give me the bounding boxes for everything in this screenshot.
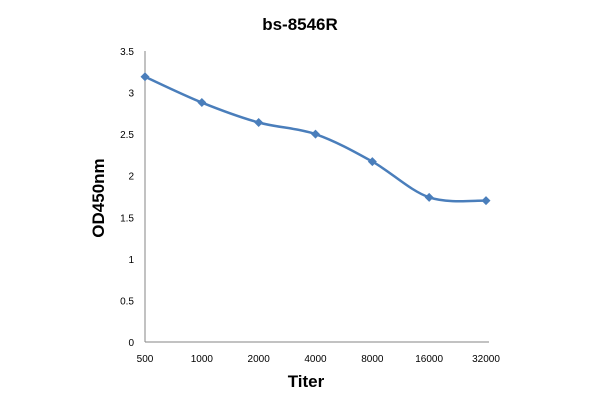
y-tick-label: 2.5 (120, 130, 134, 141)
data-point-marker (424, 192, 434, 202)
chart-title: bs-8546R (262, 15, 338, 34)
x-tick-label: 8000 (361, 354, 384, 365)
x-tick-label: 32000 (472, 354, 500, 365)
y-tick-label: 1.5 (120, 213, 134, 224)
y-tick-label: 3.5 (120, 47, 134, 58)
data-point-marker (140, 72, 150, 82)
data-point-marker (254, 118, 264, 128)
y-tick-label: 3 (128, 89, 134, 100)
x-tick-label: 500 (137, 354, 154, 365)
y-tick-label: 1 (128, 255, 134, 266)
x-axis-label: Titer (288, 372, 325, 391)
y-tick-label: 0 (128, 338, 134, 349)
x-tick-label: 1000 (191, 354, 214, 365)
series-line (144, 75, 487, 203)
data-point-marker (311, 129, 320, 139)
y-tick-label: 2 (128, 172, 134, 183)
x-tick-label: 16000 (415, 354, 443, 365)
data-point-marker (481, 196, 491, 206)
y-axis-label: OD450nm (89, 158, 108, 237)
x-tick-label: 2000 (248, 354, 271, 365)
data-point-marker (367, 157, 377, 167)
y-tick-label: 0.5 (120, 296, 134, 307)
x-tick-label: 4000 (304, 354, 327, 365)
data-point-marker (197, 98, 207, 108)
